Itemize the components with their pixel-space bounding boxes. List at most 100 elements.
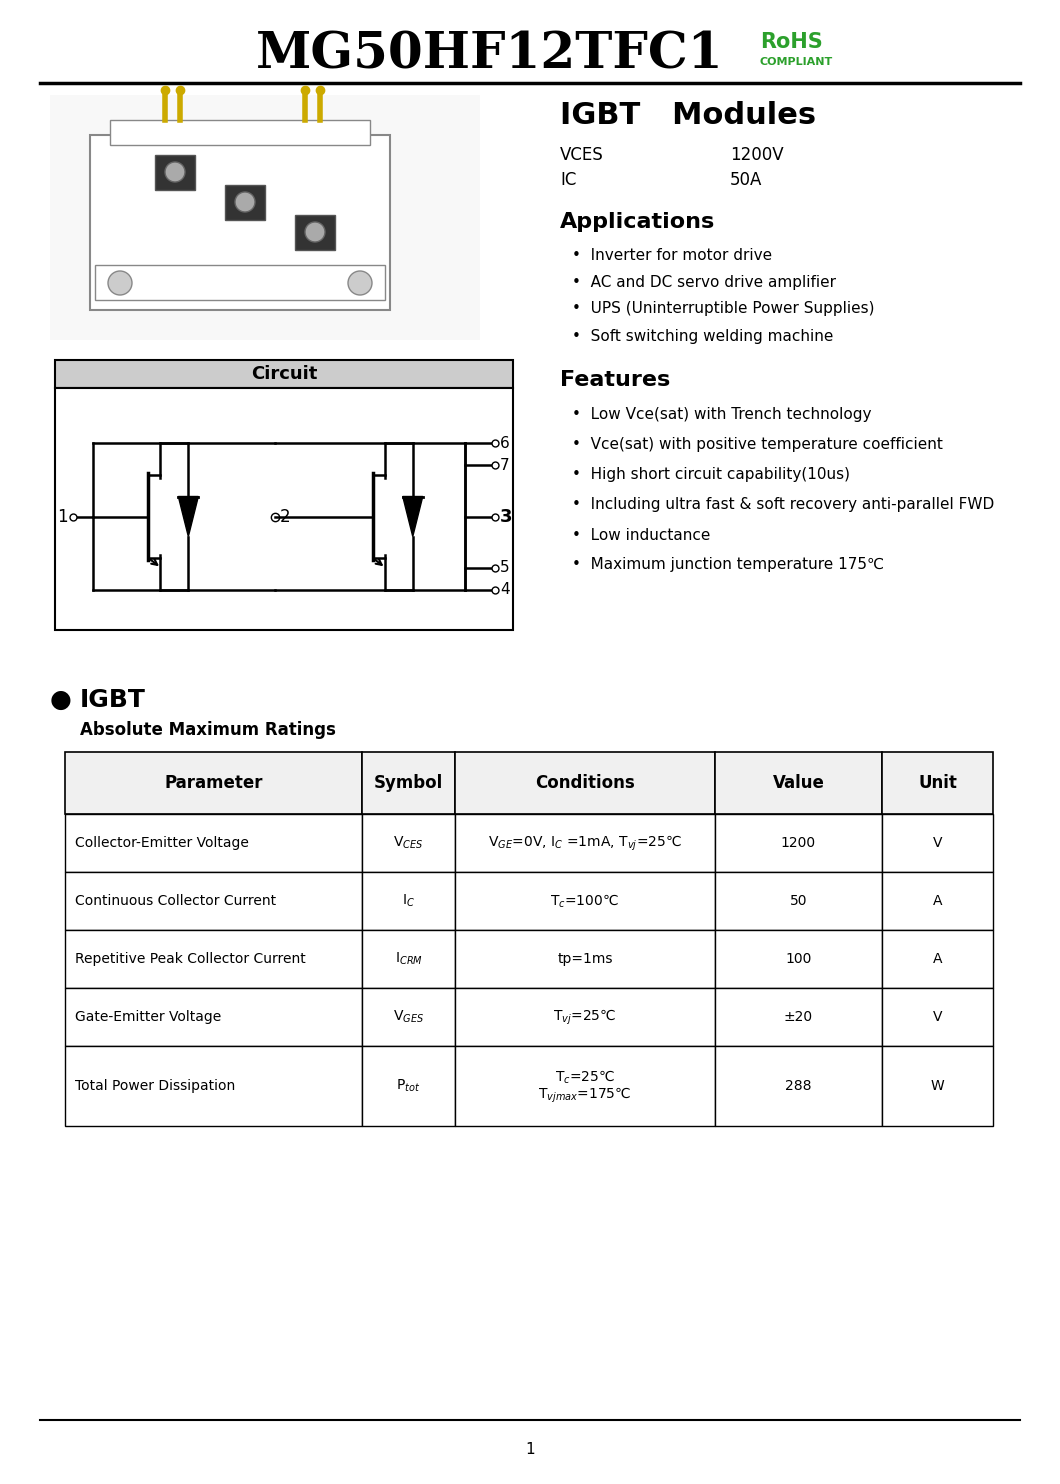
Bar [55,361,513,387]
Bar [55,387,513,631]
Text: 7: 7 [500,457,510,472]
Text: 50A: 50A [730,171,762,188]
Text: Gate-Emitter Voltage: Gate-Emitter Voltage [75,1011,222,1024]
Text: W: W [931,1079,944,1094]
Bar [882,873,993,930]
Bar [110,120,370,145]
Text: 6: 6 [500,435,510,451]
Bar [363,930,455,988]
Text: 4: 4 [500,583,510,598]
Circle shape [305,223,325,242]
Text: T$_{vjmax}$=175℃: T$_{vjmax}$=175℃ [538,1085,632,1104]
Text: 5: 5 [500,561,510,576]
Bar [455,930,716,988]
Text: A: A [933,953,942,966]
Bar [225,186,265,220]
Bar [716,988,882,1046]
Text: tp=1ms: tp=1ms [558,953,613,966]
Text: Collector-Emitter Voltage: Collector-Emitter Voltage [75,835,249,850]
Bar [882,752,993,815]
Text: 1200: 1200 [781,835,816,850]
Circle shape [235,191,255,212]
Bar [455,988,716,1046]
Text: IC: IC [560,171,577,188]
Bar [363,1046,455,1126]
Polygon shape [178,497,198,537]
Text: 288: 288 [785,1079,812,1094]
Text: COMPLIANT: COMPLIANT [760,56,833,67]
Text: Symbol: Symbol [374,775,443,792]
Text: Value: Value [773,775,825,792]
Bar [716,752,882,815]
Bar [65,930,363,988]
Bar [90,135,390,310]
Text: 1200V: 1200V [730,145,783,165]
Text: V$_{CES}$: V$_{CES}$ [393,835,424,852]
Bar [65,988,363,1046]
Bar [882,1046,993,1126]
Text: VCES: VCES [560,145,604,165]
Bar [882,815,993,873]
Text: ±20: ±20 [784,1011,813,1024]
Bar [455,752,716,815]
Text: MG50HF12TFC1: MG50HF12TFC1 [257,31,724,80]
Text: Applications: Applications [560,212,716,232]
Bar [155,154,195,190]
Text: ●: ● [50,689,72,712]
Text: 100: 100 [785,953,812,966]
Text: •  Including ultra fast & soft recovery anti-parallel FWD: • Including ultra fast & soft recovery a… [572,497,994,512]
Bar [50,95,480,340]
Bar [363,873,455,930]
Text: •  Inverter for motor drive: • Inverter for motor drive [572,248,772,263]
Bar [65,873,363,930]
Text: •  Soft switching welding machine: • Soft switching welding machine [572,328,833,343]
Text: I$_{C}$: I$_{C}$ [402,893,416,910]
Bar [363,988,455,1046]
Text: RoHS: RoHS [760,33,823,52]
Bar [716,815,882,873]
Bar [95,266,385,300]
Bar [65,1046,363,1126]
Bar [716,1046,882,1126]
Bar [363,815,455,873]
Bar [455,1046,716,1126]
Text: 3: 3 [500,508,512,525]
Bar [295,215,335,249]
Text: Continuous Collector Current: Continuous Collector Current [75,893,276,908]
Bar [882,930,993,988]
Text: IGBT   Modules: IGBT Modules [560,101,816,131]
Text: Circuit: Circuit [251,365,317,383]
Text: Parameter: Parameter [164,775,263,792]
Text: P$_{tot}$: P$_{tot}$ [396,1077,421,1094]
Text: Conditions: Conditions [535,775,635,792]
Bar [455,873,716,930]
Circle shape [165,162,186,183]
Text: I$_{CRM}$: I$_{CRM}$ [394,951,423,968]
Text: A: A [933,893,942,908]
Bar [363,752,455,815]
Circle shape [108,272,132,295]
Polygon shape [403,497,423,537]
Text: V$_{GES}$: V$_{GES}$ [393,1009,424,1025]
Circle shape [348,272,372,295]
Bar [65,752,363,815]
Text: Absolute Maximum Ratings: Absolute Maximum Ratings [80,721,336,739]
Text: T$_{vj}$=25℃: T$_{vj}$=25℃ [553,1008,617,1027]
Text: IGBT: IGBT [80,689,146,712]
Text: Unit: Unit [918,775,957,792]
Text: Repetitive Peak Collector Current: Repetitive Peak Collector Current [75,953,305,966]
Text: Total Power Dissipation: Total Power Dissipation [75,1079,235,1094]
Text: 2: 2 [280,508,290,525]
Text: 1: 1 [525,1442,535,1457]
Bar [882,988,993,1046]
Bar [65,815,363,873]
Text: •  UPS (Uninterruptible Power Supplies): • UPS (Uninterruptible Power Supplies) [572,301,874,316]
Text: T$_{c}$=25℃: T$_{c}$=25℃ [554,1068,615,1086]
Text: •  Maximum junction temperature 175℃: • Maximum junction temperature 175℃ [572,558,884,573]
Bar [455,815,716,873]
Bar [716,930,882,988]
Text: Features: Features [560,370,670,390]
Text: T$_{c}$=100℃: T$_{c}$=100℃ [550,892,619,910]
Text: •  Vce(sat) with positive temperature coefficient: • Vce(sat) with positive temperature coe… [572,438,943,453]
Text: V: V [933,835,942,850]
